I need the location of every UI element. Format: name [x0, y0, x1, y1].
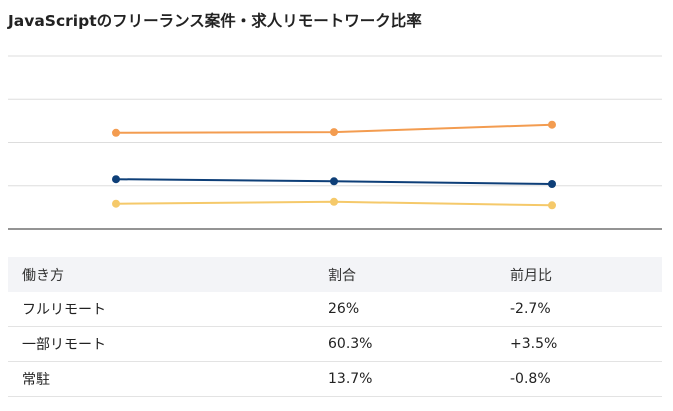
data-point-onsite [330, 197, 338, 206]
data-point-onsite [548, 201, 556, 210]
row-ratio: 26% [314, 292, 496, 327]
data-point-full [112, 175, 120, 184]
row-ratio: 60.3% [314, 326, 496, 362]
row-ratio: 13.7% [314, 361, 496, 397]
table-row: 常駐 13.7% -0.8% [8, 361, 662, 397]
header-month-change: 前月比 [496, 257, 662, 292]
data-point-onsite [112, 199, 120, 208]
row-label: 一部リモート [8, 326, 314, 362]
header-ratio: 割合 [314, 257, 496, 292]
table-header-row: 働き方 割合 前月比 [8, 257, 662, 292]
line-chart [8, 55, 662, 230]
row-change: -2.7% [496, 292, 662, 327]
data-point-full [330, 177, 338, 186]
data-point-full [548, 180, 556, 188]
remote-ratio-table: 働き方 割合 前月比 フルリモート 26% -2.7% 一部リモート 60.3%… [8, 257, 662, 397]
table-row: 一部リモート 60.3% +3.5% [8, 326, 662, 362]
data-point-partial [330, 128, 338, 137]
row-label: フルリモート [8, 292, 314, 327]
table-row: フルリモート 26% -2.7% [8, 292, 662, 327]
data-point-partial [112, 128, 120, 137]
row-change: -0.8% [496, 361, 662, 397]
chart-title: JavaScriptのフリーランス案件・求人リモートワーク比率 [8, 12, 422, 30]
row-change: +3.5% [496, 326, 662, 362]
row-label: 常駐 [8, 361, 314, 397]
data-point-partial [548, 120, 556, 129]
header-work-style: 働き方 [8, 257, 314, 292]
